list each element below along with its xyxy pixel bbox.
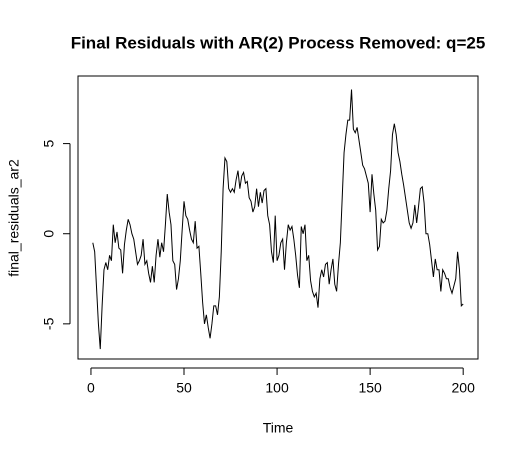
chart-title: Final Residuals with AR(2) Process Remov…	[71, 33, 486, 52]
series-line	[92, 89, 464, 350]
x-tick-label: 100	[265, 380, 289, 396]
x-tick-label: 200	[452, 380, 476, 396]
y-tick-label: 0	[41, 230, 57, 238]
x-axis-label: Time	[263, 420, 294, 436]
y-tick-label: 5	[41, 139, 57, 147]
plot-frame	[77, 75, 479, 360]
x-tick-label: 50	[176, 380, 192, 396]
y-tick-label: -5	[41, 317, 57, 330]
y-axis-label: final_residuals_ar2	[6, 159, 22, 277]
x-tick-label: 150	[358, 380, 382, 396]
x-tick-label: 0	[87, 380, 95, 396]
